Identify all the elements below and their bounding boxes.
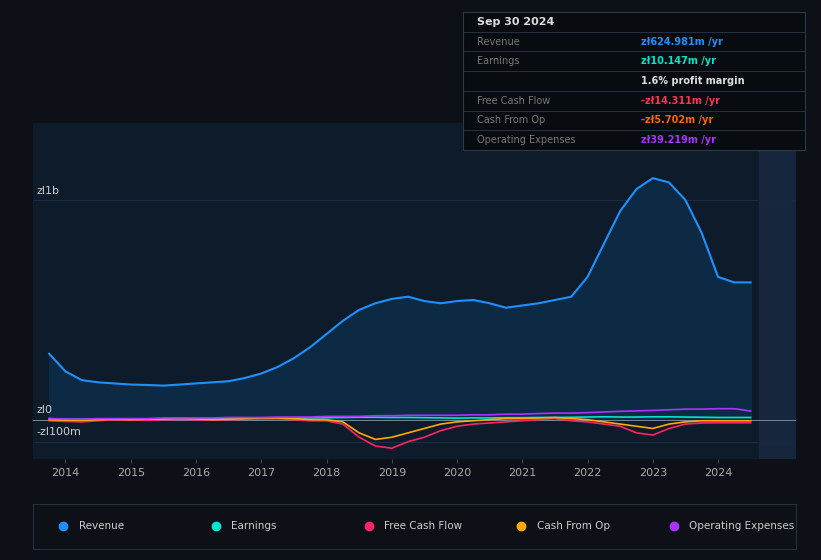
Text: Operating Expenses: Operating Expenses [477,135,576,145]
Text: 1.6% profit margin: 1.6% profit margin [641,76,745,86]
Text: Earnings: Earnings [477,57,519,66]
Text: zl0: zl0 [36,405,52,416]
Text: -zł14.311m /yr: -zł14.311m /yr [641,96,720,106]
Text: Free Cash Flow: Free Cash Flow [384,521,462,531]
Text: zł10.147m /yr: zł10.147m /yr [641,57,716,66]
Text: Revenue: Revenue [477,36,520,46]
Text: Operating Expenses: Operating Expenses [690,521,795,531]
Text: -zl100m: -zl100m [36,427,81,437]
Text: zl1b: zl1b [36,186,59,195]
Text: Earnings: Earnings [232,521,277,531]
Text: zł39.219m /yr: zł39.219m /yr [641,135,716,145]
Text: zł624.981m /yr: zł624.981m /yr [641,36,722,46]
Bar [759,123,796,459]
Text: Cash From Op: Cash From Op [477,115,545,125]
Text: Revenue: Revenue [79,521,124,531]
Text: Free Cash Flow: Free Cash Flow [477,96,550,106]
Text: Sep 30 2024: Sep 30 2024 [477,17,554,27]
Text: -zł5.702m /yr: -zł5.702m /yr [641,115,713,125]
Text: Cash From Op: Cash From Op [537,521,610,531]
